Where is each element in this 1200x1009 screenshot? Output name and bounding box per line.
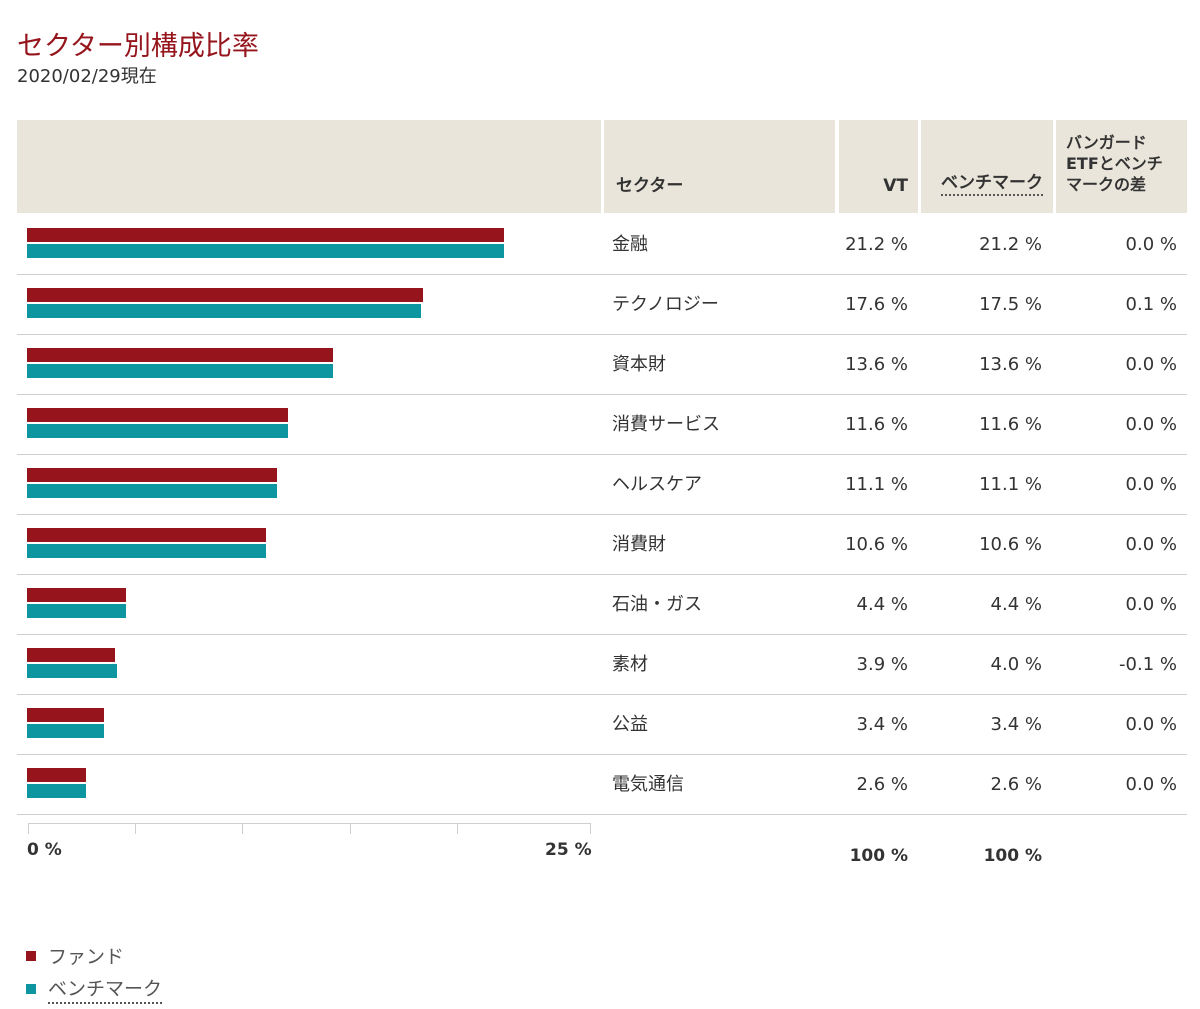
benchmark-bar bbox=[27, 304, 422, 318]
total-benchmark: 100 % bbox=[983, 846, 1042, 866]
fund-bar bbox=[27, 588, 127, 602]
x-axis-tick bbox=[457, 824, 458, 834]
table-row: 消費サービス 11.6 % 11.6 % 0.0 % bbox=[17, 395, 1187, 455]
table-row: 公益 3.4 % 3.4 % 0.0 % bbox=[17, 695, 1187, 755]
vt-value: 2.6 % bbox=[856, 774, 908, 795]
sector-name: 公益 bbox=[612, 714, 648, 735]
sector-name: 素材 bbox=[612, 654, 648, 675]
diff-value: 0.0 % bbox=[1125, 474, 1177, 495]
sector-name: 石油・ガス bbox=[612, 594, 702, 615]
x-axis-tick bbox=[28, 824, 29, 834]
fund-bar bbox=[27, 408, 289, 422]
x-axis-tick bbox=[350, 824, 351, 834]
header-diff-line: ETFとベンチ bbox=[1066, 154, 1163, 173]
benchmark-bar bbox=[27, 244, 505, 258]
vt-value: 11.1 % bbox=[845, 474, 908, 495]
vt-value: 17.6 % bbox=[845, 294, 908, 315]
legend-fund-swatch bbox=[26, 950, 36, 961]
benchmark-tooltip-link[interactable]: ベンチマーク bbox=[941, 168, 1043, 196]
table-row: 消費財 10.6 % 10.6 % 0.0 % bbox=[17, 515, 1187, 575]
sector-name: 金融 bbox=[612, 234, 648, 255]
benchmark-bar bbox=[27, 784, 86, 798]
table-row: 電気通信 2.6 % 2.6 % 0.0 % bbox=[17, 755, 1187, 815]
table-row: 石油・ガス 4.4 % 4.4 % 0.0 % bbox=[17, 575, 1187, 635]
fund-bar bbox=[27, 708, 104, 722]
x-axis bbox=[28, 823, 591, 836]
page-title: セクター別構成比率 bbox=[17, 31, 259, 63]
header-diff-line: バンガード bbox=[1066, 133, 1147, 152]
fund-bar bbox=[27, 468, 277, 482]
x-axis-tick bbox=[590, 824, 591, 834]
benchmark-bar bbox=[27, 604, 127, 618]
vt-value: 13.6 % bbox=[845, 354, 908, 375]
benchmark-bar bbox=[27, 664, 118, 678]
fund-bar bbox=[27, 648, 115, 662]
benchmark-value: 2.6 % bbox=[990, 774, 1042, 795]
sector-name: 資本財 bbox=[612, 354, 666, 375]
benchmark-bar bbox=[27, 484, 277, 498]
diff-value: 0.0 % bbox=[1125, 594, 1177, 615]
header-diff-line: マークの差 bbox=[1066, 175, 1147, 194]
legend-benchmark-swatch bbox=[26, 984, 36, 994]
diff-value: 0.0 % bbox=[1125, 774, 1177, 795]
sector-name: ヘルスケア bbox=[612, 474, 702, 495]
benchmark-value: 3.4 % bbox=[990, 714, 1042, 735]
table-row: テクノロジー 17.6 % 17.5 % 0.1 % bbox=[17, 275, 1187, 335]
table-row: 資本財 13.6 % 13.6 % 0.0 % bbox=[17, 335, 1187, 395]
header-vt: VT bbox=[839, 120, 918, 213]
benchmark-value: 13.6 % bbox=[979, 354, 1042, 375]
x-axis-min-label: 0 % bbox=[27, 840, 62, 860]
diff-value: 0.0 % bbox=[1125, 714, 1177, 735]
benchmark-bar bbox=[27, 544, 266, 558]
vt-value: 3.4 % bbox=[856, 714, 908, 735]
diff-value: -0.1 % bbox=[1119, 654, 1177, 675]
diff-value: 0.0 % bbox=[1125, 354, 1177, 375]
header-sector: セクター bbox=[604, 120, 835, 213]
benchmark-value: 17.5 % bbox=[979, 294, 1042, 315]
legend-benchmark-label[interactable]: ベンチマーク bbox=[48, 974, 163, 1004]
vt-value: 4.4 % bbox=[856, 594, 908, 615]
sector-name: テクノロジー bbox=[612, 294, 719, 315]
benchmark-value: 21.2 % bbox=[979, 234, 1042, 255]
legend-fund-label: ファンド bbox=[48, 946, 125, 968]
legend-fund: ファンド bbox=[26, 942, 124, 969]
header-chart-cell bbox=[17, 120, 601, 213]
benchmark-value: 11.1 % bbox=[979, 474, 1042, 495]
vt-value: 21.2 % bbox=[845, 234, 908, 255]
fund-bar bbox=[27, 288, 424, 302]
table-row: ヘルスケア 11.1 % 11.1 % 0.0 % bbox=[17, 455, 1187, 515]
vt-value: 3.9 % bbox=[856, 654, 908, 675]
benchmark-value: 10.6 % bbox=[979, 534, 1042, 555]
diff-value: 0.1 % bbox=[1125, 294, 1177, 315]
fund-bar bbox=[27, 768, 86, 782]
benchmark-value: 11.6 % bbox=[979, 414, 1042, 435]
benchmark-value: 4.4 % bbox=[990, 594, 1042, 615]
fund-bar bbox=[27, 228, 505, 242]
sector-name: 消費財 bbox=[612, 534, 666, 555]
vt-value: 10.6 % bbox=[845, 534, 908, 555]
vt-value: 11.6 % bbox=[845, 414, 908, 435]
benchmark-bar bbox=[27, 424, 289, 438]
as-of-date: 2020/02/29現在 bbox=[17, 66, 157, 87]
benchmark-bar bbox=[27, 364, 334, 378]
x-axis-tick bbox=[135, 824, 136, 834]
fund-bar bbox=[27, 528, 266, 542]
header-diff: バンガード ETFとベンチ マークの差 bbox=[1056, 120, 1187, 213]
diff-value: 0.0 % bbox=[1125, 534, 1177, 555]
table-row: 金融 21.2 % 21.2 % 0.0 % bbox=[17, 215, 1187, 275]
sector-name: 電気通信 bbox=[612, 774, 684, 795]
diff-value: 0.0 % bbox=[1125, 414, 1177, 435]
x-axis-max-label: 25 % bbox=[545, 840, 592, 860]
benchmark-bar bbox=[27, 724, 104, 738]
benchmark-value: 4.0 % bbox=[990, 654, 1042, 675]
diff-value: 0.0 % bbox=[1125, 234, 1177, 255]
sector-name: 消費サービス bbox=[612, 414, 720, 435]
table-row: 素材 3.9 % 4.0 % -0.1 % bbox=[17, 635, 1187, 695]
legend-benchmark: ベンチマーク bbox=[26, 974, 163, 1004]
header-benchmark[interactable]: ベンチマーク bbox=[921, 120, 1053, 213]
fund-bar bbox=[27, 348, 334, 362]
x-axis-tick bbox=[242, 824, 243, 834]
total-vt: 100 % bbox=[849, 846, 908, 866]
